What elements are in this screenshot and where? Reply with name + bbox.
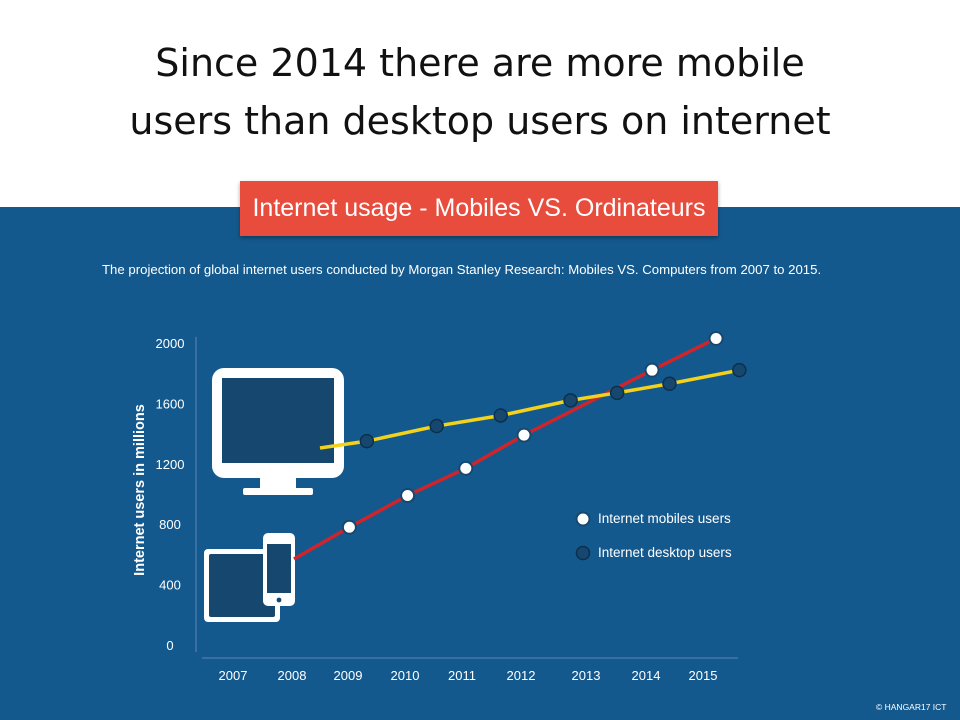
legend-desktop-marker	[575, 545, 591, 561]
y-tick-label: 1600	[156, 396, 185, 411]
copyright-text: © HANGAR17 ICT	[876, 702, 947, 712]
x-tick-label: 2007	[219, 668, 248, 683]
tablet-icon	[204, 549, 280, 622]
x-tick-label: 2012	[507, 668, 536, 683]
y-tick-label: 2000	[156, 336, 185, 351]
y-axis-title: Internet users in millions	[132, 404, 148, 576]
smartphone-icon	[263, 533, 295, 606]
slide-title: Since 2014 there are more mobile users t…	[0, 34, 960, 150]
mobile-data-point	[458, 460, 474, 476]
infographic-subtitle: The projection of global internet users …	[102, 262, 822, 277]
desktop-monitor-icon	[212, 368, 344, 495]
y-tick-label: 0	[166, 638, 173, 653]
desktop-data-point	[493, 408, 508, 423]
mobile-data-point	[400, 488, 416, 504]
legend-desktop-label: Internet desktop users	[598, 545, 732, 560]
y-tick-label: 400	[159, 578, 181, 593]
mobile-data-point	[341, 519, 357, 535]
device-icons	[204, 368, 344, 622]
infographic-panel	[0, 207, 960, 720]
x-tick-label: 2009	[334, 668, 363, 683]
slide-title-line-2: users than desktop users on internet	[129, 99, 831, 143]
chart-axes: 0 400 800 1200 1600 2000 2007 2008 2009 2010 2011 2…	[132, 336, 738, 683]
desktop-data-point	[563, 393, 578, 408]
desktop-data-point	[609, 385, 625, 401]
legend-mobile-marker	[575, 511, 591, 527]
y-tick-label: 800	[159, 517, 181, 532]
x-tick-label: 2014	[632, 668, 661, 683]
slide-title-line-1: Since 2014 there are more mobile	[155, 41, 805, 85]
x-tick-label: 2011	[448, 668, 476, 683]
desktop-series-line	[319, 368, 740, 450]
desktop-data-point	[429, 418, 444, 434]
chart-series	[293, 330, 747, 561]
x-tick-label: 2015	[689, 668, 718, 683]
desktop-data-point	[359, 433, 375, 449]
x-tick-label: 2008	[278, 668, 307, 683]
infographic-banner: Internet usage - Mobiles VS. Ordinateurs	[240, 181, 718, 236]
mobile-data-point	[644, 362, 660, 378]
mobile-data-point	[516, 427, 532, 443]
y-tick-label: 1200	[156, 457, 185, 472]
legend-mobile-label: Internet mobiles users	[598, 511, 731, 526]
desktop-data-point	[732, 362, 747, 378]
x-tick-label: 2013	[572, 668, 601, 683]
desktop-data-point	[662, 376, 677, 392]
mobile-data-point	[708, 330, 724, 346]
x-tick-label: 2010	[391, 668, 420, 683]
chart-legend: Internet mobiles users Internet desktop u…	[575, 511, 732, 561]
